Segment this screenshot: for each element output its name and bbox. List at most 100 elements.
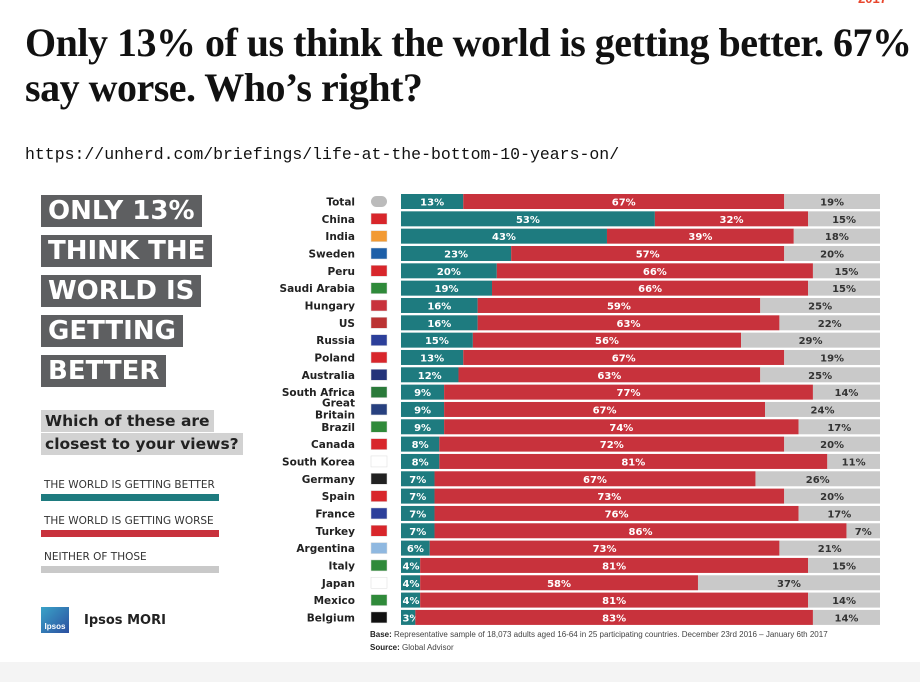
data-label: 57%	[636, 249, 660, 260]
legend-label-neither: NEITHER OF THOSE	[44, 551, 147, 563]
australia-flag-icon	[370, 369, 388, 381]
question-line: closest to your views?	[41, 433, 243, 455]
us-flag-icon	[370, 317, 388, 329]
bar-segment-worse	[434, 471, 756, 487]
data-label: 67%	[612, 198, 636, 209]
data-label: 14%	[835, 613, 859, 624]
bar-segment-better	[401, 488, 435, 504]
data-label: 23%	[444, 249, 468, 260]
data-label: 7%	[409, 475, 426, 486]
article-url[interactable]: https://unherd.com/briefings/life-at-the…	[25, 145, 620, 164]
data-label: 20%	[437, 267, 461, 278]
data-label: 13%	[420, 353, 444, 364]
bar-segment-worse	[420, 575, 698, 591]
data-label: 16%	[427, 301, 451, 312]
data-label: 15%	[832, 561, 856, 572]
poland-flag-icon	[370, 351, 388, 364]
bar-segment-better	[401, 367, 459, 383]
bar-segment-worse	[434, 505, 799, 521]
footnote-base-text: Representative sample of 18,073 adults a…	[394, 630, 828, 639]
data-label: 67%	[612, 353, 636, 364]
data-label: 20%	[820, 440, 844, 451]
bar-segment-better	[401, 575, 421, 591]
infographic: ONLY 13% THINK THE WORLD IS GETTING BETT…	[22, 180, 902, 662]
bar-segment-neither	[765, 401, 880, 417]
category-label: South Korea	[282, 456, 355, 468]
bar-segment-better	[401, 194, 464, 209]
sweden-flag-icon	[370, 247, 388, 260]
argentina-flag-icon	[370, 542, 388, 554]
bar-segment-worse	[439, 436, 785, 452]
data-label: 81%	[621, 457, 645, 468]
bar-segment-neither	[798, 505, 880, 521]
bar-segment-worse	[444, 401, 766, 417]
data-label: 17%	[827, 423, 851, 434]
bar-segment-better	[401, 211, 655, 227]
footnote-source-text: Global Advisor	[402, 643, 454, 652]
data-label: 4%	[403, 561, 420, 572]
data-label: 77%	[617, 388, 641, 399]
data-label: 81%	[602, 561, 626, 572]
bar-segment-neither	[784, 245, 880, 261]
data-label: 83%	[602, 613, 626, 624]
bar-segment-neither	[779, 540, 880, 556]
data-label: 11%	[842, 457, 866, 468]
data-label: 9%	[414, 388, 431, 399]
bar-segment-worse	[477, 315, 780, 331]
bar-segment-better	[401, 349, 464, 365]
legend-label-better: THE WORLD IS GETTING BETTER	[44, 479, 215, 491]
data-label: 14%	[832, 596, 856, 607]
bar-segment-neither	[812, 609, 880, 625]
data-label: 66%	[638, 284, 662, 295]
bar-segment-neither	[784, 349, 880, 365]
peru-flag-icon	[370, 265, 388, 277]
data-label: 73%	[597, 492, 621, 503]
brand-name: Ipsos MORI	[84, 613, 166, 628]
bar-segment-better	[401, 557, 421, 573]
data-label: 7%	[409, 509, 426, 520]
data-label: 4%	[403, 596, 420, 607]
category-label: Argentina	[296, 543, 355, 555]
bar-segment-neither	[798, 419, 880, 435]
legend-label-worse: THE WORLD IS GETTING WORSE	[44, 515, 214, 527]
bar-segment-better	[401, 245, 512, 261]
category-label: Italy	[329, 560, 356, 572]
data-label: 7%	[409, 527, 426, 538]
headline-line: BETTER	[41, 355, 167, 387]
data-label: 9%	[414, 405, 431, 416]
data-label: 72%	[600, 440, 624, 451]
category-label: Russia	[316, 335, 355, 347]
canada-flag-icon	[370, 438, 388, 450]
data-label: 24%	[811, 405, 835, 416]
data-label: 7%	[855, 527, 872, 538]
mexico-flag-icon	[370, 594, 388, 606]
belgium-flag-icon	[370, 611, 388, 624]
bar-segment-better	[401, 228, 607, 244]
bar-segment-neither	[760, 297, 880, 313]
category-label: France	[315, 508, 355, 520]
bar-segment-worse	[434, 488, 785, 504]
bar-segment-better	[401, 419, 445, 435]
data-label: 37%	[777, 579, 801, 590]
bar-segment-worse	[444, 384, 813, 400]
data-label: 13%	[420, 198, 444, 209]
bar-segment-worse	[496, 263, 813, 279]
bar-segment-neither	[755, 471, 880, 487]
data-label: 15%	[832, 215, 856, 226]
category-label: Germany	[302, 474, 355, 486]
bar-segment-neither	[697, 575, 880, 591]
data-label: 21%	[818, 544, 842, 555]
bar-segment-better	[401, 384, 445, 400]
bar-segment-worse	[420, 592, 809, 608]
bar-segment-better	[401, 436, 440, 452]
category-label: Total	[326, 197, 355, 209]
category-label: Canada	[311, 439, 355, 451]
legend-swatch-better	[41, 494, 219, 501]
stacked-bar-chart: Total 13% 67% 19% China 53% 32% 15% India 43% 39% 1…	[280, 194, 880, 625]
china-flag-icon	[370, 213, 388, 225]
category-label: Australia	[302, 370, 355, 382]
data-label: 74%	[609, 423, 633, 434]
data-label: 81%	[602, 596, 626, 607]
category-label: Japan	[321, 578, 355, 590]
bar-segment-better	[401, 401, 445, 417]
